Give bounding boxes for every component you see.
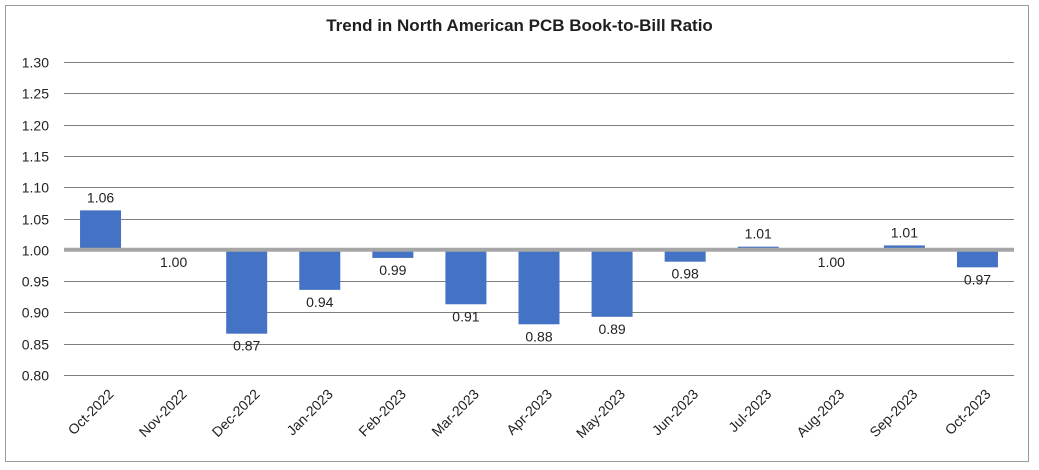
bar-mar-2023	[445, 249, 487, 305]
bar-apr-2023	[518, 249, 560, 325]
data-label: 0.99	[379, 262, 406, 278]
data-label: 1.06	[87, 189, 114, 205]
x-tick-label: Aug-2023	[793, 386, 847, 440]
bar-sep-2023	[883, 245, 925, 250]
x-tick-label: Jun-2023	[649, 386, 702, 439]
data-label: 0.98	[672, 266, 699, 282]
y-tick-label: 1.20	[22, 118, 49, 134]
bar-oct-2022	[80, 210, 122, 250]
y-tick-label: 0.80	[22, 368, 49, 384]
data-label: 0.97	[964, 271, 991, 287]
y-tick-label: 1.00	[22, 243, 49, 259]
data-label: 0.88	[525, 328, 552, 344]
data-label: 1.00	[160, 254, 187, 270]
data-label: 0.91	[452, 308, 479, 324]
bar-may-2023	[591, 249, 633, 317]
y-tick-label: 1.05	[22, 212, 49, 228]
data-label: 1.01	[745, 226, 772, 242]
x-tick-label: Nov-2022	[135, 386, 189, 440]
x-tick-label: Mar-2023	[428, 386, 482, 440]
x-tick-label: Feb-2023	[355, 386, 409, 440]
y-tick-label: 1.15	[22, 149, 49, 165]
y-tick-label: 0.90	[22, 305, 49, 321]
data-label: 1.00	[818, 254, 845, 270]
y-tick-label: 0.85	[22, 337, 49, 353]
y-tick-label: 1.25	[22, 86, 49, 102]
bar-jan-2023	[299, 249, 341, 290]
x-tick-label: Jan-2023	[283, 386, 336, 439]
y-tick-label: 1.10	[22, 180, 49, 196]
x-tick-label: May-2023	[573, 386, 628, 441]
x-tick-label: Dec-2022	[209, 386, 263, 440]
x-tick-label: Sep-2023	[866, 386, 920, 440]
x-tick-label: Apr-2023	[503, 386, 555, 438]
chart-frame	[5, 5, 1029, 462]
y-axis-tick-labels: 0.80 0.85 0.90 0.95 1.00 1.05 1.10 1.15 1.20 1.25…	[22, 55, 49, 384]
data-labels: 1.06 1.00 0.87 0.94 0.99 0.91 0.88 0.89 0.98 1.01…	[87, 189, 991, 353]
bar-oct-2023	[956, 249, 998, 268]
data-label: 1.01	[891, 224, 918, 240]
chart-title: Trend in North American PCB Book-to-Bill…	[326, 16, 713, 35]
x-axis-tick-labels: Oct-2022 Nov-2022 Dec-2022 Jan-2023 Feb-2023…	[65, 386, 994, 441]
data-label: 0.89	[598, 321, 625, 337]
bar-dec-2022	[226, 249, 268, 334]
x-tick-label: Oct-2023	[942, 386, 994, 438]
bar-feb-2023	[372, 249, 414, 258]
y-tick-label: 0.95	[22, 274, 49, 290]
y-tick-label: 1.30	[22, 55, 49, 71]
data-label: 0.94	[306, 294, 333, 310]
data-label: 0.87	[233, 338, 260, 354]
x-tick-label: Oct-2022	[65, 386, 117, 438]
bars	[80, 210, 998, 334]
x-tick-label: Jul-2023	[725, 386, 774, 435]
bar-jun-2023	[664, 249, 706, 262]
